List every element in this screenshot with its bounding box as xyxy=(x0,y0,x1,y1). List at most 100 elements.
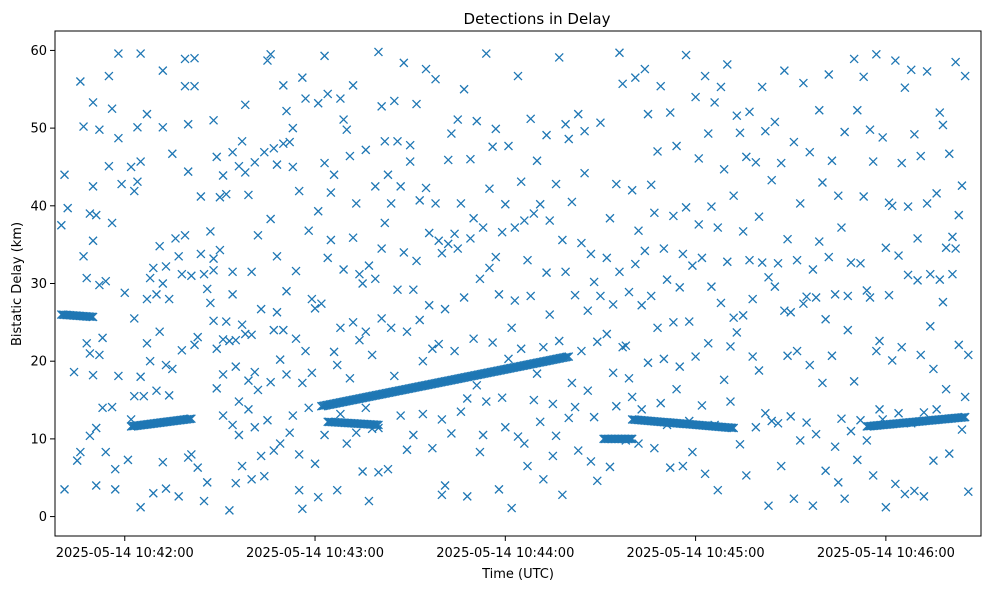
data-point xyxy=(332,360,342,370)
data-point xyxy=(224,505,234,515)
data-point xyxy=(646,291,656,301)
data-point xyxy=(643,358,653,368)
data-point xyxy=(132,177,142,187)
data-point xyxy=(450,229,460,239)
data-point xyxy=(129,391,139,401)
data-point xyxy=(738,310,748,320)
data-point xyxy=(282,369,291,379)
data-point xyxy=(202,477,212,487)
data-point xyxy=(944,449,954,459)
data-point xyxy=(938,297,948,307)
data-point xyxy=(247,267,257,277)
data-point xyxy=(497,393,507,403)
data-point xyxy=(443,239,453,249)
data-point xyxy=(421,183,431,193)
data-point xyxy=(240,167,250,177)
data-point xyxy=(510,223,520,233)
data-point xyxy=(155,241,165,251)
data-point xyxy=(928,456,938,466)
data-point xyxy=(611,401,621,411)
data-point xyxy=(960,71,970,81)
data-point xyxy=(535,199,545,209)
data-point xyxy=(221,189,231,199)
x-tick-label: 2025-05-14 10:46:00 xyxy=(817,546,955,561)
data-point xyxy=(186,271,196,281)
data-point xyxy=(621,341,631,351)
data-point xyxy=(519,439,529,449)
data-point xyxy=(402,445,412,455)
data-point xyxy=(656,81,666,91)
data-point xyxy=(605,462,615,472)
data-point xyxy=(595,291,605,301)
data-point xyxy=(250,367,260,377)
data-point xyxy=(567,197,577,207)
data-point xyxy=(481,397,491,407)
data-point xyxy=(564,352,574,361)
data-point xyxy=(145,356,155,366)
data-point xyxy=(456,407,466,417)
data-point xyxy=(60,484,69,494)
data-point xyxy=(88,236,98,246)
data-point xyxy=(507,503,517,513)
data-point xyxy=(665,463,675,473)
data-point xyxy=(320,158,330,168)
data-point xyxy=(174,251,184,261)
data-point xyxy=(529,209,539,219)
data-point xyxy=(431,199,441,208)
data-point xyxy=(120,288,130,298)
data-point xyxy=(817,178,827,187)
data-point xyxy=(215,192,225,202)
data-point xyxy=(738,226,748,236)
data-point xyxy=(713,485,723,495)
data-point xyxy=(687,447,697,457)
data-point xyxy=(944,149,954,159)
data-point xyxy=(646,180,656,190)
data-point xyxy=(269,446,279,455)
data-point xyxy=(82,338,92,348)
data-point xyxy=(405,157,415,166)
data-point xyxy=(716,82,726,92)
data-point xyxy=(488,142,498,152)
data-point xyxy=(659,244,669,253)
data-point xyxy=(335,94,345,104)
data-point xyxy=(361,145,371,155)
data-point xyxy=(294,186,304,196)
data-point xyxy=(437,490,447,500)
data-point xyxy=(389,96,399,106)
data-point xyxy=(82,273,92,283)
data-point xyxy=(266,214,276,224)
data-point xyxy=(218,369,228,379)
data-point xyxy=(491,124,501,134)
data-point xyxy=(275,439,285,449)
data-point xyxy=(538,342,548,352)
data-point xyxy=(123,455,133,465)
data-point xyxy=(862,286,872,295)
data-point xyxy=(427,344,437,354)
data-point xyxy=(323,253,333,263)
data-point xyxy=(516,177,526,187)
data-point xyxy=(580,126,590,136)
data-point xyxy=(624,287,634,297)
data-point xyxy=(212,383,222,393)
data-point xyxy=(916,350,926,360)
y-axis: 0 10 20 30 40 50 60 xyxy=(30,44,55,525)
data-point xyxy=(919,491,929,501)
data-point xyxy=(494,289,504,299)
data-point xyxy=(849,54,859,64)
data-point xyxy=(136,372,146,382)
data-point xyxy=(91,481,101,490)
data-point xyxy=(580,168,590,178)
data-point xyxy=(875,404,884,414)
data-point xyxy=(570,290,580,300)
data-point xyxy=(354,335,364,345)
data-point xyxy=(532,369,542,379)
data-point xyxy=(155,327,165,337)
data-point xyxy=(85,312,95,322)
data-point xyxy=(209,254,219,264)
data-point xyxy=(630,259,640,269)
data-point xyxy=(85,431,95,441)
data-point xyxy=(938,120,948,130)
data-point xyxy=(196,249,206,259)
data-point xyxy=(478,430,488,440)
data-point xyxy=(776,461,786,471)
